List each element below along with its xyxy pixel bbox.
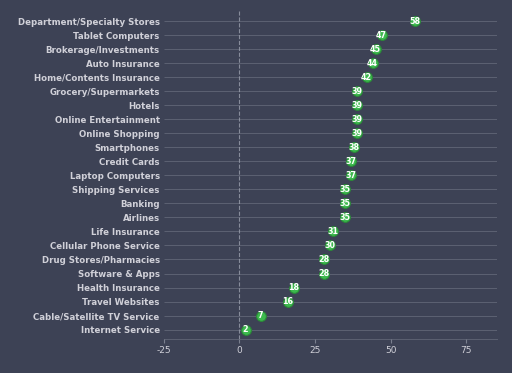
Text: 30: 30: [325, 241, 336, 250]
Text: 7: 7: [258, 311, 263, 320]
Text: 35: 35: [340, 213, 351, 222]
Text: 39: 39: [352, 129, 363, 138]
Text: 37: 37: [346, 157, 357, 166]
Text: 37: 37: [346, 171, 357, 180]
Text: 47: 47: [376, 31, 387, 40]
Text: 35: 35: [340, 185, 351, 194]
Text: 42: 42: [361, 73, 372, 82]
Text: 39: 39: [352, 87, 363, 95]
Text: 31: 31: [328, 227, 339, 236]
Text: 28: 28: [318, 255, 330, 264]
Text: 28: 28: [318, 269, 330, 278]
Text: 35: 35: [340, 199, 351, 208]
Text: 39: 39: [352, 115, 363, 124]
Text: 18: 18: [288, 283, 300, 292]
Text: 58: 58: [410, 16, 420, 25]
Text: 45: 45: [370, 44, 381, 54]
Text: 39: 39: [352, 101, 363, 110]
Text: 38: 38: [349, 143, 360, 152]
Text: 44: 44: [367, 59, 378, 68]
Text: 2: 2: [243, 325, 248, 334]
Text: 16: 16: [283, 297, 293, 306]
